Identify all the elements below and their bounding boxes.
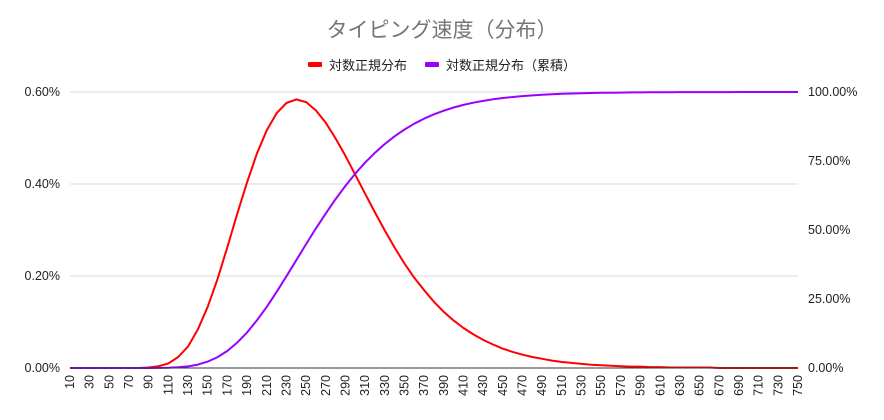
legend-swatch-red [307, 62, 322, 67]
x-tick-label: 510 [555, 375, 569, 396]
x-tick-label: 710 [752, 375, 766, 396]
x-tick-label: 670 [712, 375, 726, 396]
x-tick-label: 70 [122, 375, 136, 389]
y-right-tick-label: 25.00% [808, 292, 850, 306]
chart-title: タイピング速度（分布） [326, 19, 558, 42]
x-tick-label: 50 [102, 375, 116, 389]
y-left-tick-label: 0.60% [25, 85, 60, 99]
x-tick-label: 430 [476, 375, 490, 396]
legend: 対数正規分布 対数正規分布（累積） [0, 55, 884, 74]
x-tick-label: 110 [161, 375, 175, 395]
legend-label: 対数正規分布 [328, 58, 407, 73]
y-right-tick-label: 100.00% [808, 85, 857, 99]
x-tick-label: 750 [791, 375, 805, 396]
x-tick-label: 270 [319, 375, 333, 396]
y-left-tick-label: 0.40% [25, 177, 60, 191]
x-tick-label: 250 [299, 375, 313, 396]
x-tick-label: 10 [63, 375, 77, 389]
x-tick-label: 210 [260, 375, 274, 396]
legend-label: 対数正規分布（累積） [446, 58, 577, 73]
x-tick-label: 730 [771, 375, 785, 396]
x-tick-label: 650 [693, 375, 707, 396]
x-tick-label: 350 [397, 375, 411, 396]
x-tick-label: 570 [614, 375, 628, 396]
y-right-tick-label: 50.00% [808, 223, 850, 237]
x-tick-label: 90 [142, 375, 156, 389]
x-tick-label: 470 [516, 375, 530, 396]
x-tick-label: 490 [535, 375, 549, 396]
x-tick-label: 30 [83, 375, 97, 389]
x-tick-label: 410 [457, 375, 471, 396]
x-tick-label: 150 [201, 375, 215, 396]
x-tick-label: 590 [634, 375, 648, 396]
x-tick-label: 330 [378, 375, 392, 396]
x-tick-label: 190 [240, 375, 254, 396]
x-tick-label: 610 [653, 375, 667, 396]
x-tick-label: 550 [594, 375, 608, 396]
x-tick-label: 290 [338, 375, 352, 396]
y-left-tick-label: 0.20% [25, 269, 60, 283]
y-left-tick-label: 0.00% [25, 361, 60, 375]
x-tick-label: 130 [181, 375, 195, 396]
x-tick-label: 230 [279, 375, 293, 396]
x-tick-label: 630 [673, 375, 687, 396]
legend-item-lognormal-cumulative[interactable]: 対数正規分布（累積） [425, 55, 576, 74]
x-tick-label: 690 [732, 375, 746, 396]
x-tick-label: 170 [220, 375, 234, 396]
x-tick-label: 450 [496, 375, 510, 396]
x-tick-label: 530 [575, 375, 589, 396]
x-tick-label: 390 [437, 375, 451, 396]
x-tick-label: 310 [358, 375, 372, 396]
series-line-lognormal [70, 98, 798, 369]
legend-swatch-purple [425, 62, 439, 67]
y-right-tick-label: 75.00% [808, 154, 850, 168]
legend-item-lognormal[interactable]: 対数正規分布 [307, 55, 407, 74]
y-right-tick-label: 0.00% [808, 361, 843, 375]
series-line-cumulative [70, 91, 798, 369]
x-tick-label: 370 [417, 375, 431, 396]
